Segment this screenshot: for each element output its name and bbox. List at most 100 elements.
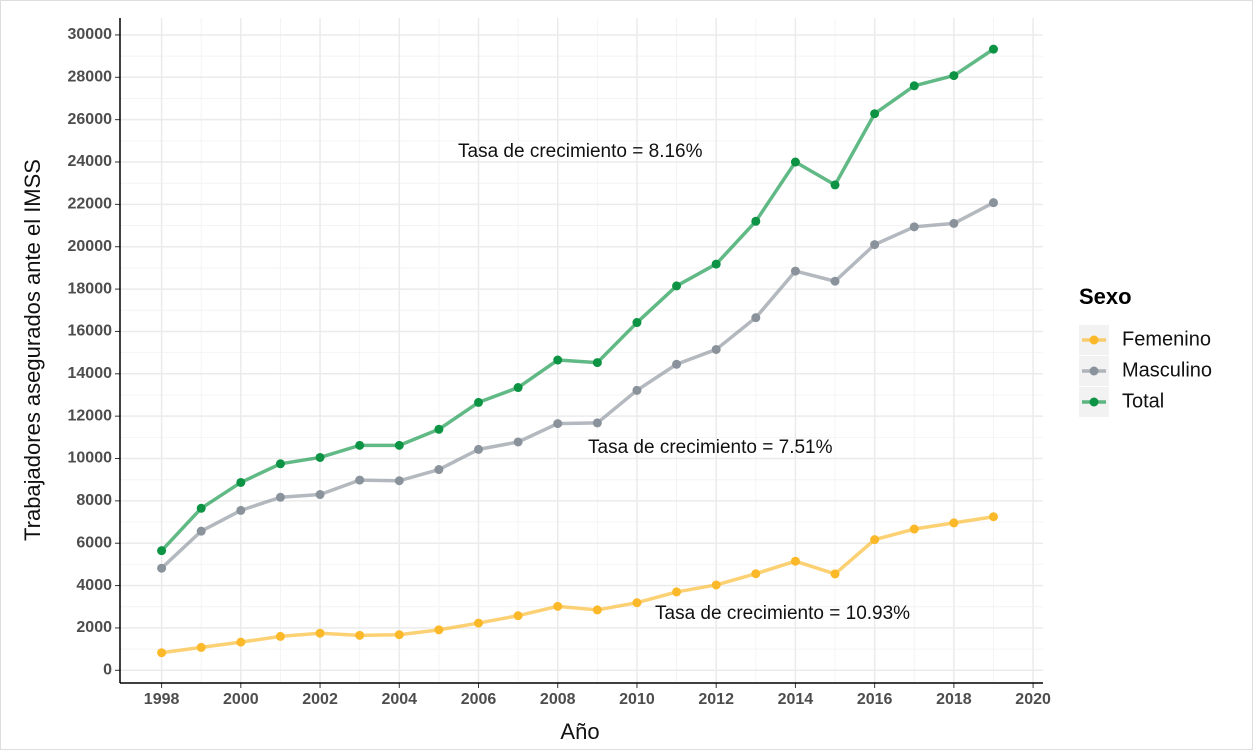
- point: [830, 276, 840, 286]
- x-tick-label: 2018: [936, 691, 972, 708]
- point: [513, 383, 523, 393]
- point: [751, 569, 761, 579]
- point: [513, 437, 523, 447]
- annotation: Tasa de crecimiento = 10.93%: [655, 603, 910, 624]
- point: [988, 512, 998, 522]
- annotation: Tasa de crecimiento = 8.16%: [458, 141, 703, 162]
- y-tick-label: 20000: [68, 238, 113, 255]
- point: [632, 318, 642, 328]
- point: [790, 556, 800, 566]
- point: [236, 637, 246, 647]
- y-tick-label: 6000: [76, 534, 112, 551]
- point: [790, 157, 800, 167]
- x-tick-label: 2016: [857, 691, 893, 708]
- point: [632, 598, 642, 608]
- y-tick-label: 12000: [68, 407, 113, 424]
- y-tick-label: 2000: [76, 619, 112, 636]
- y-tick-label: 18000: [68, 280, 113, 297]
- y-tick-label: 16000: [68, 323, 113, 340]
- point: [315, 490, 325, 500]
- point: [592, 605, 602, 615]
- point: [949, 71, 959, 81]
- y-tick-label: 10000: [68, 450, 113, 467]
- point: [315, 628, 325, 638]
- x-tick-label: 2010: [619, 691, 655, 708]
- x-axis-label: Año: [560, 719, 599, 744]
- point: [988, 198, 998, 208]
- x-tick-label: 2020: [1015, 691, 1051, 708]
- point: [909, 524, 919, 534]
- point: [909, 222, 919, 232]
- point: [751, 313, 761, 323]
- point: [157, 563, 167, 573]
- point: [157, 648, 167, 658]
- point: [592, 358, 602, 368]
- x-tick-label: 2004: [381, 691, 417, 708]
- point: [196, 503, 206, 513]
- point: [315, 452, 325, 462]
- point: [870, 109, 880, 119]
- point: [949, 218, 959, 228]
- point: [434, 465, 444, 475]
- y-tick-label: 14000: [68, 365, 113, 382]
- point: [355, 440, 365, 450]
- point: [632, 385, 642, 395]
- series-line: [161, 515, 994, 655]
- point: [751, 216, 761, 226]
- x-tick-label: 2012: [698, 691, 734, 708]
- series-line: [160, 47, 995, 552]
- point: [870, 535, 880, 545]
- point: [672, 587, 682, 597]
- point: [592, 418, 602, 428]
- y-axis-label: Trabajadores asegurados ante el IMSS: [20, 159, 45, 541]
- y-tick-label: 30000: [68, 26, 113, 43]
- point: [790, 266, 800, 276]
- legend-label: Femenino: [1122, 328, 1211, 350]
- point: [157, 546, 167, 556]
- legend-key-point: [1089, 397, 1099, 407]
- point: [275, 492, 285, 502]
- point: [949, 518, 959, 528]
- point: [474, 397, 484, 407]
- point: [553, 419, 563, 429]
- x-tick-label: 2008: [540, 691, 576, 708]
- point: [909, 81, 919, 91]
- x-tick-label: 2006: [461, 691, 497, 708]
- y-tick-label: 0: [103, 662, 112, 679]
- y-tick-label: 22000: [68, 196, 113, 213]
- y-tick-label: 24000: [68, 153, 113, 170]
- point: [355, 630, 365, 640]
- point: [434, 625, 444, 635]
- x-tick-label: 2002: [302, 691, 338, 708]
- point: [830, 569, 840, 579]
- point: [988, 44, 998, 54]
- point: [394, 630, 404, 640]
- point: [711, 344, 721, 354]
- point: [394, 440, 404, 450]
- point: [275, 631, 285, 641]
- y-tick-label: 26000: [68, 111, 113, 128]
- legend-label: Masculino: [1122, 359, 1212, 381]
- y-tick-label: 8000: [76, 492, 112, 509]
- point: [275, 459, 285, 469]
- point: [474, 618, 484, 628]
- legend-title: Sexo: [1079, 284, 1132, 309]
- point: [870, 240, 880, 250]
- series-line: [160, 201, 995, 570]
- point: [394, 476, 404, 486]
- y-tick-label: 4000: [76, 577, 112, 594]
- point: [196, 642, 206, 652]
- point: [236, 505, 246, 515]
- point: [672, 281, 682, 291]
- point: [711, 580, 721, 590]
- legend-key-point: [1089, 335, 1099, 345]
- point: [513, 611, 523, 621]
- legend-key-point: [1089, 366, 1099, 376]
- point: [672, 359, 682, 369]
- y-tick-label: 28000: [68, 69, 113, 86]
- legend-label: Total: [1122, 390, 1164, 412]
- point: [196, 526, 206, 536]
- point: [434, 424, 444, 434]
- point: [474, 444, 484, 454]
